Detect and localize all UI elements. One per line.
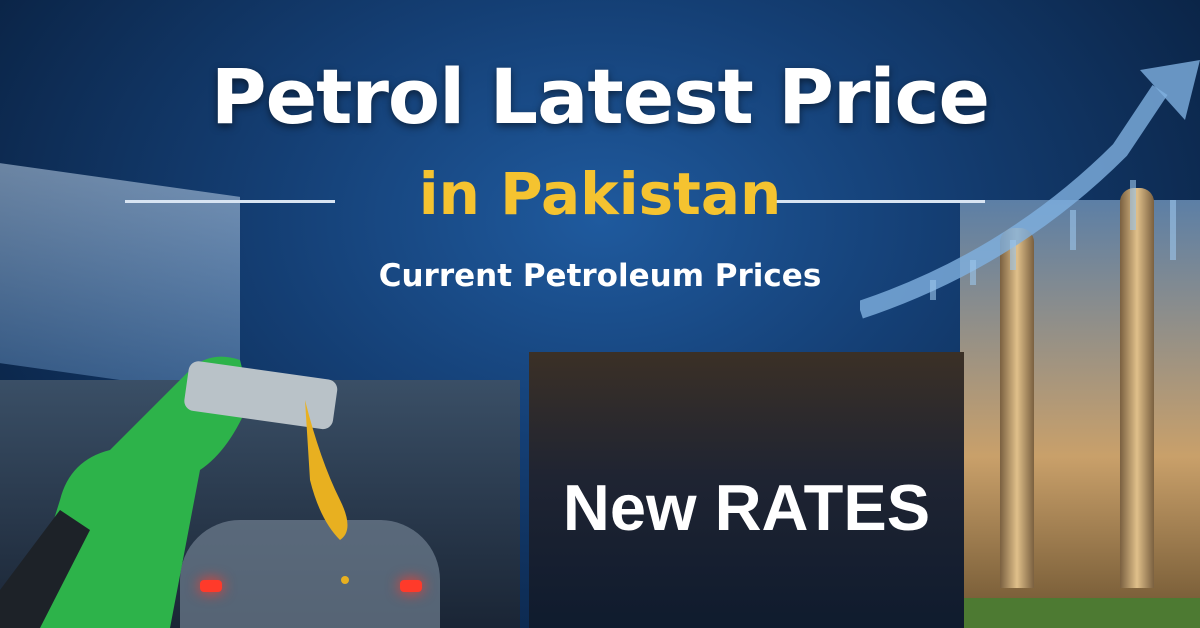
grass bbox=[960, 598, 1200, 628]
divider-left bbox=[125, 200, 335, 203]
fuel-nozzle-icon bbox=[0, 356, 349, 628]
refinery-tower bbox=[1120, 188, 1154, 588]
tail-light bbox=[400, 580, 422, 592]
rising-trend-arrow-icon bbox=[860, 60, 1200, 319]
car bbox=[180, 520, 440, 628]
headline-subtitle: in Pakistan bbox=[418, 160, 782, 228]
refinery-image bbox=[960, 188, 1200, 628]
headline-title: Petrol Latest Price bbox=[210, 52, 990, 141]
tail-light bbox=[200, 580, 222, 592]
new-rates-overlay: New RATES bbox=[529, 352, 964, 628]
new-rates-label: New RATES bbox=[562, 471, 931, 544]
divider-right bbox=[775, 200, 985, 203]
headline-tagline: Current Petroleum Prices bbox=[378, 258, 822, 294]
refinery-tower bbox=[1000, 228, 1034, 588]
